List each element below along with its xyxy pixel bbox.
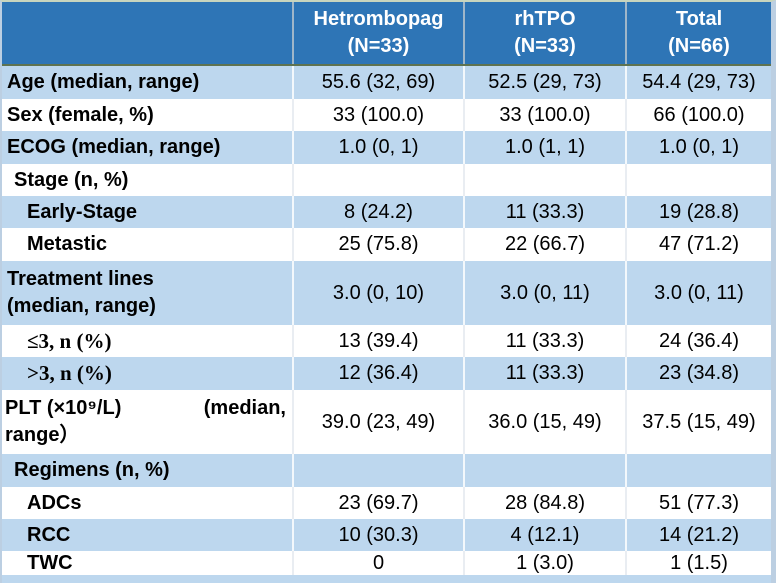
cell-value: 12 (36.4) [292, 357, 463, 390]
cutoff-row-strip [2, 575, 771, 583]
cell-value: 24 (36.4) [625, 325, 771, 357]
row-label: Sex (female, %) [7, 103, 154, 126]
row-label: ≤3, n (%) [27, 328, 112, 353]
cell-value: 11 (33.3) [463, 325, 625, 357]
cell-value: 36.0 (15, 49) [463, 390, 625, 454]
cell-value: 1 (1.5) [625, 551, 771, 575]
table-row-early-stage: Early-Stage 8 (24.2) 11 (33.3) 19 (28.8) [2, 196, 771, 228]
table-row-twc: TWC 0 1 (3.0) 1 (1.5) [2, 551, 771, 575]
cell-value: 22 (66.7) [463, 228, 625, 261]
row-label: Regimens (n, %) [14, 459, 170, 481]
cell-value: 23 (69.7) [292, 487, 463, 519]
cell-value [292, 164, 463, 196]
table-header-row: Hetrombopag (N=33) rhTPO (N=33) Total (N… [2, 2, 771, 66]
table-row-ecog: ECOG (median, range) 1.0 (0, 1) 1.0 (1, … [2, 131, 771, 164]
row-label: PLT (×10⁹/L) (median, range） [2, 390, 292, 454]
table-row-rcc: RCC 10 (30.3) 4 (12.1) 14 (21.2) [2, 519, 771, 551]
cell-value: 1 (3.0) [463, 551, 625, 575]
cell-value: 54.4 (29, 73) [625, 66, 771, 99]
cell-value: 37.5 (15, 49) [625, 390, 771, 454]
cell-value: 1.0 (0, 1) [625, 131, 771, 164]
table-row-stage: Stage (n, %) [2, 164, 771, 196]
table-row-sex: Sex (female, %) 33 (100.0) 33 (100.0) 66… [2, 99, 771, 131]
cell-value [463, 164, 625, 196]
cell-value: 1.0 (0, 1) [292, 131, 463, 164]
table-row-le3: ≤3, n (%) 13 (39.4) 11 (33.3) 24 (36.4) [2, 325, 771, 357]
plt-label-right: (median, [203, 397, 286, 419]
column-title: rhTPO [514, 8, 576, 30]
row-label: >3, n (%) [27, 361, 112, 385]
cell-value [625, 164, 771, 196]
cell-value: 47 (71.2) [625, 228, 771, 261]
cell-value: 13 (39.4) [292, 325, 463, 357]
cell-value: 39.0 (23, 49) [292, 390, 463, 454]
column-header-total: Total (N=66) [625, 2, 771, 64]
cell-value: 3.0 (0, 11) [625, 261, 771, 325]
row-label: Stage (n, %) [14, 168, 129, 191]
row-label-line1: PLT (×10⁹/L) (median, [5, 395, 286, 422]
cell-value: 3.0 (0, 10) [292, 261, 463, 325]
row-label: Metastic [27, 233, 108, 255]
table-row-metastic: Metastic 25 (75.8) 22 (66.7) 47 (71.2) [2, 228, 771, 261]
cell-value: 19 (28.8) [625, 196, 771, 228]
cell-value: 3.0 (0, 11) [463, 261, 625, 325]
cell-value: 0 [292, 551, 463, 575]
cell-value: 33 (100.0) [292, 99, 463, 131]
cell-value [463, 454, 625, 487]
plt-label-left: PLT (×10⁹/L) [5, 397, 122, 419]
cell-value: 28 (84.8) [463, 487, 625, 519]
cell-value: 1.0 (1, 1) [463, 131, 625, 164]
row-label-line1: Treatment lines [7, 268, 154, 290]
cell-value: 66 (100.0) [625, 99, 771, 131]
table-row-plt: PLT (×10⁹/L) (median, range） 39.0 (23, 4… [2, 390, 771, 454]
table-row-adcs: ADCs 23 (69.7) 28 (84.8) 51 (77.3) [2, 487, 771, 519]
cell-value: 11 (33.3) [463, 196, 625, 228]
column-header-rhtpo: rhTPO (N=33) [463, 2, 625, 64]
corner-cell [2, 2, 292, 64]
cell-value: 10 (30.3) [292, 519, 463, 551]
row-label: ECOG (median, range) [7, 136, 221, 158]
row-label-line2: (median, range) [7, 295, 156, 317]
column-n: (N=33) [347, 35, 410, 57]
cell-value: 4 (12.1) [463, 519, 625, 551]
table-row-age: Age (median, range) 55.6 (32, 69) 52.5 (… [2, 66, 771, 99]
row-label-line2: range） [5, 424, 80, 446]
column-title: Hetrombopag [313, 8, 444, 30]
cell-value: 14 (21.2) [625, 519, 771, 551]
row-label: TWC [27, 551, 73, 574]
cell-value: 55.6 (32, 69) [292, 66, 463, 99]
column-header-hetrombopag: Hetrombopag (N=33) [292, 2, 463, 64]
cell-value: 52.5 (29, 73) [463, 66, 625, 99]
row-label: Treatment lines (median, range) [2, 261, 292, 325]
table-row-regimens: Regimens (n, %) [2, 454, 771, 487]
cell-value [292, 454, 463, 487]
column-n: (N=33) [514, 35, 576, 57]
cell-value: 23 (34.8) [625, 357, 771, 390]
table-row-gt3: >3, n (%) 12 (36.4) 11 (33.3) 23 (34.8) [2, 357, 771, 390]
cell-value: 8 (24.2) [292, 196, 463, 228]
column-n: (N=66) [668, 35, 730, 57]
cell-value [625, 454, 771, 487]
cell-value: 11 (33.3) [463, 357, 625, 390]
row-label: Early-Stage [27, 200, 138, 223]
table-row-treatment-lines: Treatment lines (median, range) 3.0 (0, … [2, 261, 771, 325]
cell-value: 51 (77.3) [625, 487, 771, 519]
row-label: ADCs [27, 491, 82, 514]
column-title: Total [675, 8, 723, 30]
cell-value: 33 (100.0) [463, 99, 625, 131]
row-label: Age (median, range) [7, 71, 200, 93]
row-label: RCC [27, 523, 71, 546]
cell-value: 25 (75.8) [292, 228, 463, 261]
